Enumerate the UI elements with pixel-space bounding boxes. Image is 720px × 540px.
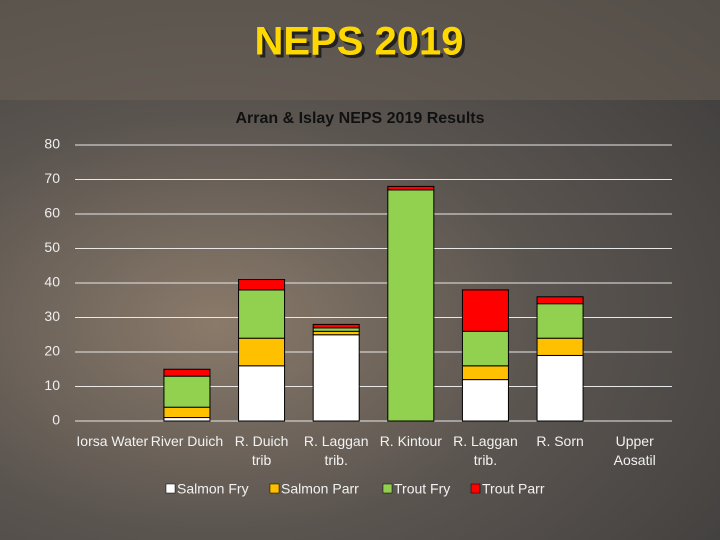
bar-segment [387,189,435,422]
x-tick-label: R. Sorn [536,433,584,449]
bar-segment [461,365,509,381]
header-band [0,0,720,100]
bar-segment [536,337,584,356]
y-tick-label: 0 [52,412,60,428]
y-tick-label: 10 [44,377,60,393]
y-tick-label: 70 [44,170,60,186]
x-tick-label: R. Duich trib [234,433,289,468]
bar-segment [536,303,584,339]
bar-segment [238,279,286,291]
x-tick-label: Iorsa Water [76,433,149,449]
y-tick-label: 30 [44,308,60,324]
bar-segment [387,185,435,191]
slide-title: NEPS 2019 [254,20,463,64]
bar-segment [536,354,584,422]
bar-segment [312,330,360,336]
legend-swatch [470,483,481,494]
x-tick-label: R. Laggan trib. [303,433,369,468]
legend-label: Salmon Parr [281,481,359,497]
x-tick-label: R. Kintour [379,433,442,449]
y-tick-label: 80 [44,136,60,152]
x-tick-label: Upper Aosatil [613,433,656,468]
x-tick-label: R. Laggan trib. [453,433,518,468]
bar-segment [461,289,509,332]
bar-segment [238,365,286,422]
legend-label: Trout Fry [394,481,450,497]
bar-segment [312,323,360,329]
bar-segment [163,368,211,377]
legend-swatch [165,483,176,494]
slide-title-shadow: NEPS 2019 [257,23,466,67]
legend-label: Salmon Fry [177,481,249,497]
bar-segment [238,337,286,367]
bar-segment [312,334,360,422]
y-tick-label: 50 [44,239,60,255]
bar-segment [312,327,360,332]
legend-label: Trout Parr [482,481,545,497]
bar-segment [163,375,211,408]
y-tick-label: 60 [44,205,60,221]
y-tick-label: 40 [44,274,60,290]
bar-segment [461,330,509,367]
bar-segment [461,379,509,422]
chart-title: Arran & Islay NEPS 2019 Results [235,110,484,127]
bar-segment [536,296,584,305]
y-tick-label: 20 [44,343,60,359]
bar-segment [238,289,286,339]
bar-segment [163,406,211,419]
legend-swatch [382,483,393,494]
legend-swatch [269,483,280,494]
bar-segment [163,417,211,422]
x-tick-label: River Duich [150,433,224,449]
